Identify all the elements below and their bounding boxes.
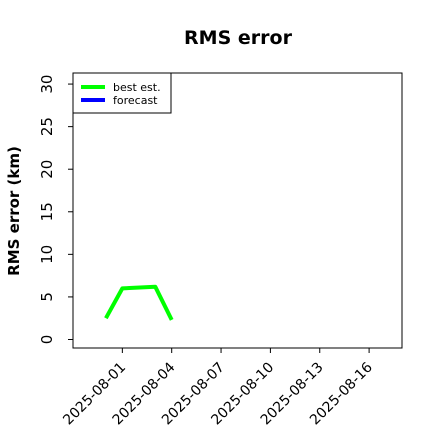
- y-tick-label: 5: [38, 292, 56, 302]
- y-tick-label: 30: [38, 75, 56, 94]
- y-tick-label: 15: [38, 202, 56, 221]
- y-tick-label: 20: [38, 160, 56, 179]
- y-tick-label: 25: [38, 117, 56, 136]
- plot-frame: [72, 72, 403, 349]
- y-tick-label: 0: [38, 335, 56, 345]
- legend-label: best est.: [113, 81, 161, 94]
- chart-title: RMS error: [184, 27, 293, 49]
- legend-label: forecast: [113, 94, 158, 107]
- y-axis-label: RMS error (km): [5, 146, 23, 276]
- y-tick-label: 10: [38, 245, 56, 264]
- data-line: [104, 284, 174, 321]
- legend-box: [72, 72, 172, 114]
